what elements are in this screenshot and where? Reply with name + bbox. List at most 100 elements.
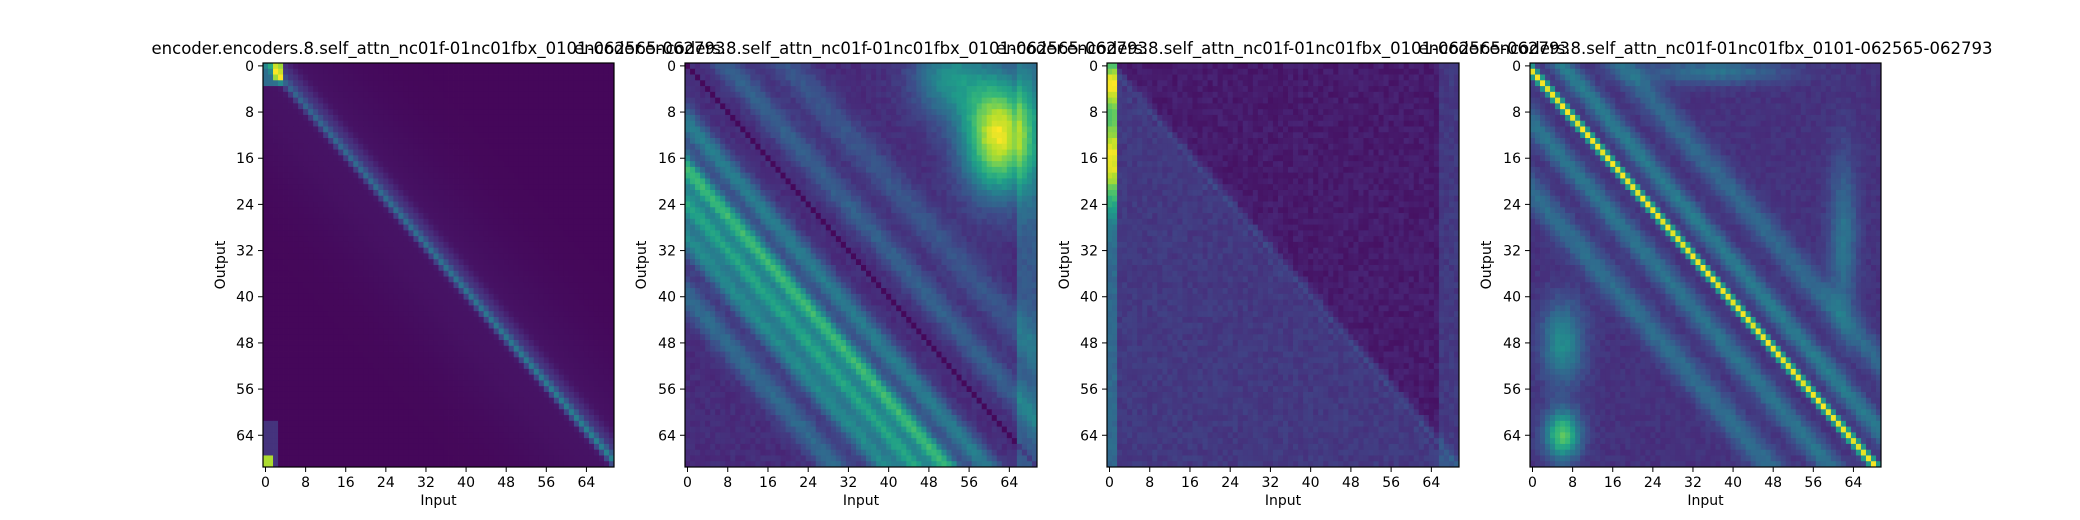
heatmap-cell xyxy=(423,415,429,422)
heatmap-cell xyxy=(603,178,610,185)
heatmap-cell xyxy=(503,114,510,122)
heatmap-cell xyxy=(458,184,464,191)
heatmap-cell xyxy=(468,213,474,220)
heatmap-cell xyxy=(303,224,309,231)
heatmap-cell xyxy=(353,63,359,70)
heatmap-cell xyxy=(328,63,334,70)
heatmap-cell xyxy=(598,316,605,324)
heatmap-cell xyxy=(558,345,565,352)
heatmap-cell xyxy=(463,409,469,416)
x-axis-label: Input xyxy=(420,493,457,509)
heatmap-cell xyxy=(468,201,474,208)
heatmap-cell xyxy=(508,386,515,393)
heatmap-cell xyxy=(568,114,575,122)
heatmap-cell xyxy=(468,114,474,122)
heatmap-cell xyxy=(403,461,409,468)
heatmap-cell xyxy=(318,230,324,237)
heatmap-cell xyxy=(568,172,575,179)
heatmap-cell xyxy=(283,184,289,191)
heatmap-cell xyxy=(498,391,505,399)
heatmap-cell xyxy=(273,80,279,87)
heatmap-cell xyxy=(283,397,289,404)
heatmap-cell xyxy=(278,80,284,87)
heatmap-cell xyxy=(368,270,374,277)
heatmap-cell xyxy=(428,409,434,416)
heatmap-cell xyxy=(503,386,510,393)
heatmap-cell xyxy=(513,426,520,433)
heatmap-cell xyxy=(578,224,585,231)
heatmap-cell xyxy=(428,86,434,93)
heatmap-cell xyxy=(363,305,369,312)
heatmap-cell xyxy=(598,461,605,468)
heatmap-cell xyxy=(408,230,414,237)
heatmap-cell xyxy=(363,68,369,75)
heatmap-cell xyxy=(363,149,369,156)
heatmap-cell xyxy=(423,195,429,202)
x-tick-label: 16 xyxy=(337,475,355,491)
heatmap-cell xyxy=(303,305,309,312)
heatmap-cell xyxy=(568,138,575,145)
heatmap-cell xyxy=(463,443,469,451)
heatmap-cell xyxy=(273,120,279,127)
heatmap-cell xyxy=(578,386,585,393)
heatmap-cell xyxy=(393,91,399,99)
heatmap-cell xyxy=(378,80,384,87)
heatmap-cell xyxy=(463,184,469,191)
heatmap-cell xyxy=(383,386,389,393)
heatmap-cell xyxy=(458,340,464,347)
heatmap-cell xyxy=(413,103,419,110)
heatmap-cell xyxy=(408,247,414,254)
heatmap-cell xyxy=(463,218,469,225)
heatmap-cell xyxy=(438,328,444,335)
heatmap-cell xyxy=(398,236,404,243)
heatmap-cell xyxy=(413,368,419,376)
heatmap-cell xyxy=(273,449,279,456)
heatmap-cell xyxy=(308,426,314,433)
heatmap-cell xyxy=(383,161,389,168)
heatmap-cell xyxy=(318,114,324,122)
heatmap-cell xyxy=(593,345,600,352)
heatmap-cell xyxy=(323,351,329,358)
heatmap-cell xyxy=(338,374,344,381)
heatmap-cell xyxy=(388,432,394,439)
heatmap-cell xyxy=(463,80,469,87)
heatmap-cell xyxy=(453,189,459,197)
heatmap-cell xyxy=(288,328,294,335)
heatmap-cell xyxy=(293,397,299,404)
heatmap-cell xyxy=(293,74,299,81)
heatmap-cell xyxy=(408,374,414,381)
heatmap-cell xyxy=(583,368,590,376)
heatmap-cell xyxy=(343,409,349,416)
heatmap-cell xyxy=(538,311,545,318)
heatmap-cell xyxy=(408,432,414,439)
heatmap-cell xyxy=(418,265,424,272)
heatmap-cell xyxy=(373,322,379,329)
heatmap-cell xyxy=(373,114,379,122)
heatmap-cell xyxy=(503,420,510,427)
heatmap-cell xyxy=(338,276,344,283)
heatmap-cell xyxy=(418,103,424,110)
heatmap-cell xyxy=(363,132,369,139)
heatmap-cell xyxy=(608,86,615,93)
heatmap-cell xyxy=(293,391,299,399)
heatmap-cell xyxy=(363,195,369,202)
heatmap-cell xyxy=(493,357,500,364)
heatmap-cell xyxy=(308,114,314,122)
heatmap-cell xyxy=(308,443,314,451)
heatmap-cell xyxy=(413,132,419,139)
heatmap-cell xyxy=(513,178,520,185)
heatmap-cell xyxy=(473,328,480,335)
heatmap-cell xyxy=(378,189,384,197)
heatmap-cell xyxy=(463,415,469,422)
heatmap-cell xyxy=(423,276,429,283)
heatmap-cell xyxy=(608,172,615,179)
heatmap-cell xyxy=(333,391,339,399)
heatmap-cell xyxy=(408,403,414,410)
heatmap-cell xyxy=(423,224,429,231)
heatmap-cell xyxy=(443,403,449,410)
heatmap-cell xyxy=(313,288,319,295)
heatmap-cell xyxy=(563,138,570,145)
heatmap-cell xyxy=(523,293,530,301)
heatmap-cell xyxy=(538,201,545,208)
heatmap-cell xyxy=(438,368,444,376)
